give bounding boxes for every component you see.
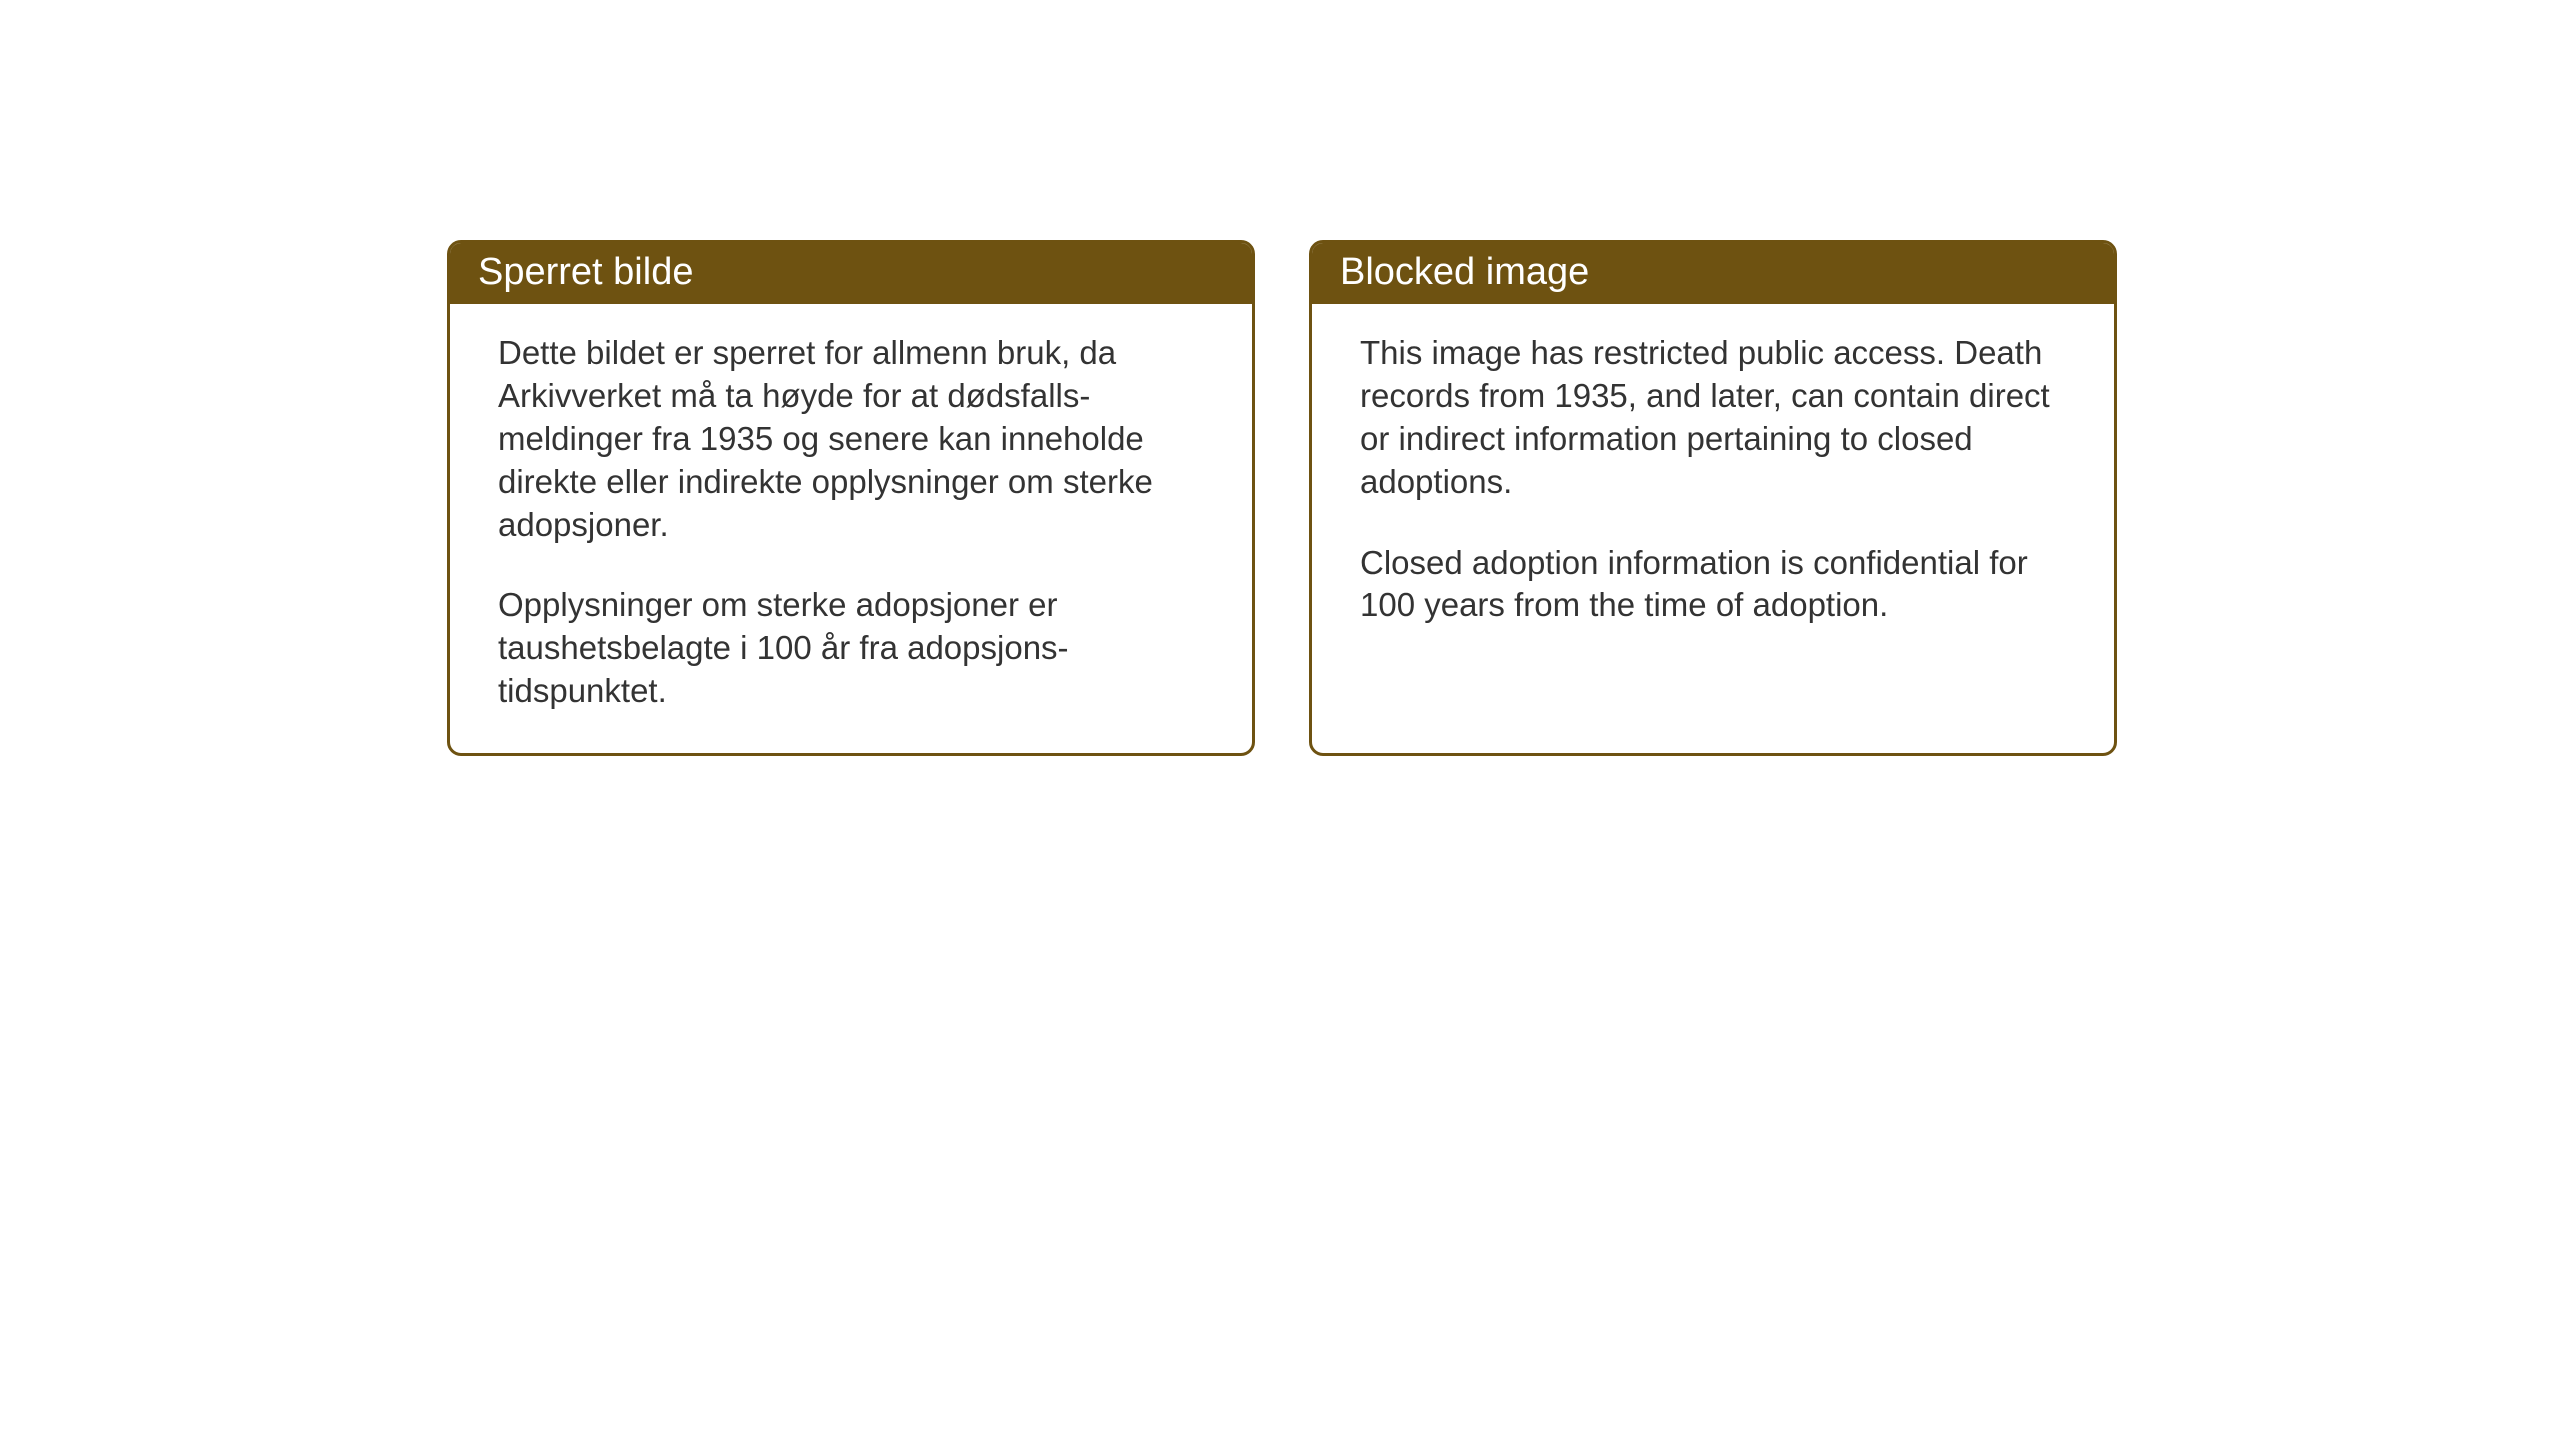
notice-body-norwegian: Dette bildet er sperret for allmenn bruk… [450, 304, 1252, 753]
notice-paragraph-2-norwegian: Opplysninger om sterke adopsjoner er tau… [498, 584, 1204, 713]
notice-paragraph-1-english: This image has restricted public access.… [1360, 332, 2066, 504]
notice-body-english: This image has restricted public access.… [1312, 304, 2114, 667]
notice-container: Sperret bilde Dette bildet er sperret fo… [447, 240, 2117, 756]
notice-paragraph-1-norwegian: Dette bildet er sperret for allmenn bruk… [498, 332, 1204, 546]
notice-title-english: Blocked image [1340, 251, 1589, 293]
notice-header-norwegian: Sperret bilde [450, 243, 1252, 304]
notice-card-english: Blocked image This image has restricted … [1309, 240, 2117, 756]
notice-card-norwegian: Sperret bilde Dette bildet er sperret fo… [447, 240, 1255, 756]
notice-header-english: Blocked image [1312, 243, 2114, 304]
notice-title-norwegian: Sperret bilde [478, 251, 693, 293]
notice-paragraph-2-english: Closed adoption information is confident… [1360, 542, 2066, 628]
